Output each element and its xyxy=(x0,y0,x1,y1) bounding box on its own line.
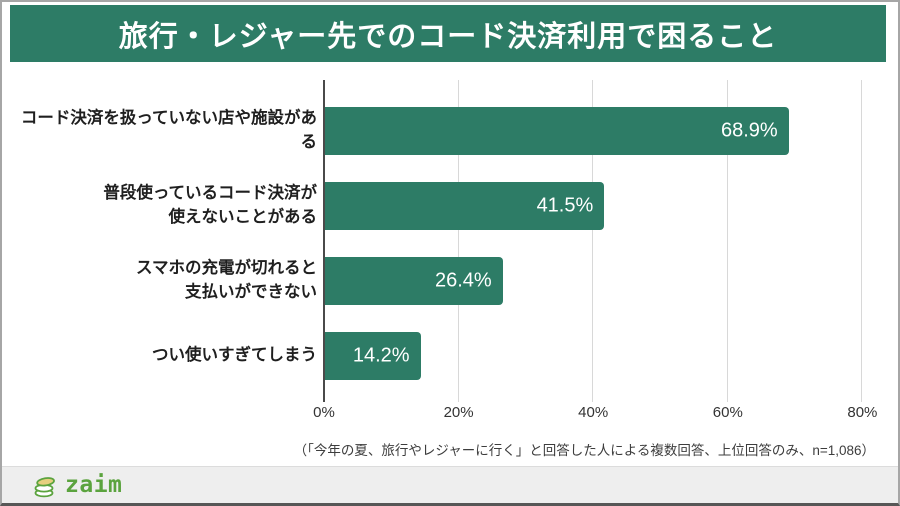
coin-stack-icon xyxy=(34,476,55,497)
logo-text: zaim xyxy=(65,471,123,498)
bar-value-1: 68.9% xyxy=(720,119,778,142)
bar-value-3: 26.4% xyxy=(434,269,492,292)
chart-title: 旅行・レジャー先でのコード決済利用で困ること xyxy=(118,20,778,53)
gridline-60% xyxy=(726,80,728,402)
x-tick-label-60%: 60% xyxy=(712,404,743,421)
footnote: （「今年の夏、旅行やレジャーに行く」と回答した人による複数回答、上位回答のみ、n… xyxy=(293,443,875,458)
footer-bar: zaim xyxy=(2,466,898,503)
x-tick-label-20%: 20% xyxy=(443,404,474,421)
category-label-3: スマホの充電が切れると 支払いができない xyxy=(135,259,317,301)
x-tick-label-0%: 0% xyxy=(313,404,335,421)
plot-area: 0% 20% 40% 60% 80% 68.9% 41.5% 26.4% 14.2% xyxy=(313,78,883,421)
x-tick-label-80%: 80% xyxy=(847,404,878,421)
zaim-logo: zaim xyxy=(32,472,122,499)
bar-3: 26.4% xyxy=(325,257,503,305)
category-label-4: つい使いすぎてしまう xyxy=(152,346,317,365)
bar-value-4: 14.2% xyxy=(352,344,410,367)
chart-title-bar: 旅行・レジャー先でのコード決済利用で困ること xyxy=(10,5,886,62)
category-label-2: 普段使っているコード決済が 使えないことがある xyxy=(103,184,317,226)
gridline-80% xyxy=(861,80,863,402)
category-label-1: コード決済を扱っていない店や施設がある xyxy=(20,109,317,151)
bar-2: 41.5% xyxy=(325,182,605,230)
y-axis-line xyxy=(323,80,325,402)
bar-1: 68.9% xyxy=(325,107,789,155)
category-labels: コード決済を扱っていない店や施設がある普段使っているコード決済が 使えないことが… xyxy=(8,78,317,402)
bar-4: 14.2% xyxy=(325,332,421,380)
gridline-20% xyxy=(457,80,459,402)
x-tick-label-40%: 40% xyxy=(578,404,609,421)
gridline-40% xyxy=(592,80,594,402)
bar-value-2: 41.5% xyxy=(536,194,594,217)
